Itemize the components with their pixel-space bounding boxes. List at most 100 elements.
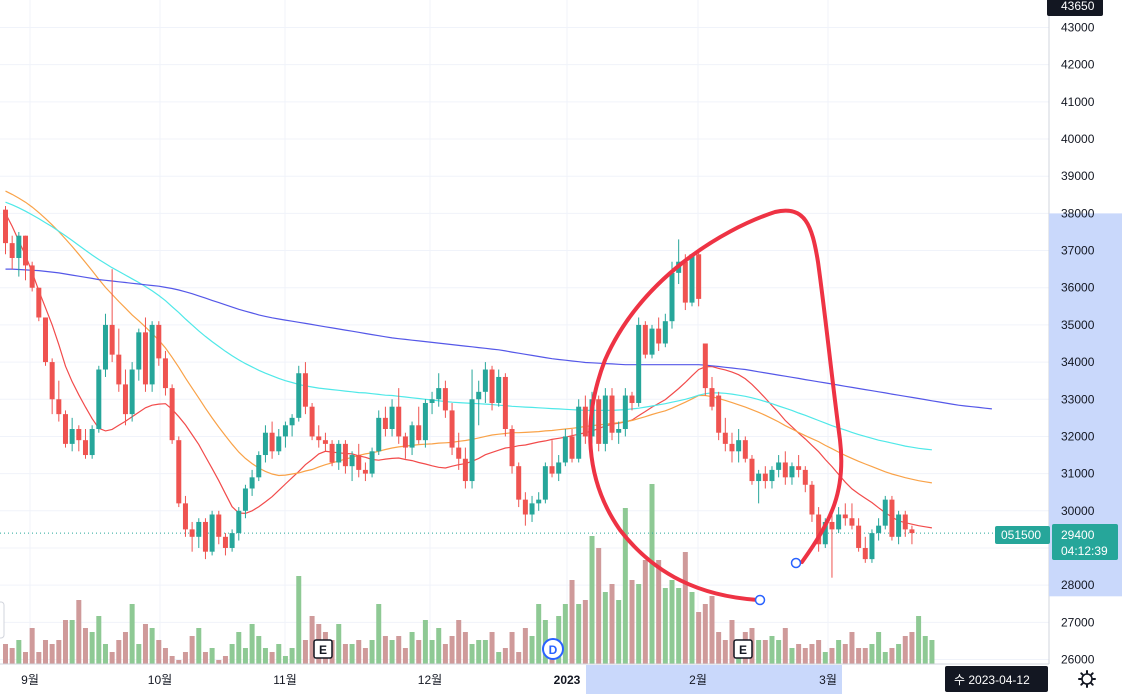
candle-body: [529, 503, 535, 515]
volume-bar: [609, 584, 615, 664]
candle-body: [282, 425, 288, 437]
candle-body: [836, 514, 842, 530]
candle-body: [302, 373, 308, 407]
volume-bar: [102, 644, 108, 664]
volume-bar: [262, 648, 268, 664]
candle-body: [482, 369, 488, 392]
crosshair-date-box: [945, 666, 1048, 692]
crosshair-date-label: 수 2023-04-12: [954, 673, 1030, 687]
candle-body: [636, 324, 642, 403]
candle-body: [436, 388, 442, 400]
volume-bar: [502, 648, 508, 664]
volume-bar: [442, 644, 448, 664]
candle-body: [896, 514, 902, 537]
volume-bar: [376, 604, 382, 664]
candle-body: [222, 536, 228, 548]
earnings-marker[interactable]: [733, 639, 753, 659]
volume-bar: [862, 648, 868, 664]
candle-body: [909, 529, 915, 534]
volume-bar: [396, 636, 402, 664]
candle-body: [602, 395, 608, 444]
volume-bar: [342, 644, 348, 664]
candle-body: [376, 417, 382, 452]
candle-body: [442, 388, 448, 411]
volume-bar: [56, 640, 62, 664]
candle-body: [742, 440, 748, 459]
candle-body: [509, 429, 515, 467]
candle-body: [456, 447, 462, 459]
volume-bar: [809, 644, 815, 664]
drawn-circle-annotation[interactable]: [588, 208, 844, 602]
volume-bar: [589, 536, 595, 664]
volume-bar: [709, 596, 715, 664]
volume-bar: [489, 632, 495, 664]
volume-bar: [682, 552, 688, 664]
candle-body: [3, 209, 8, 244]
left-panel-handle[interactable]: [0, 601, 5, 639]
candle-body: [76, 429, 82, 441]
volume-bar: [902, 636, 908, 664]
volume-bar: [429, 640, 435, 664]
candle-body: [576, 406, 582, 459]
candle-body: [429, 399, 435, 403]
volume-bar: [869, 644, 875, 664]
annotation-anchor-end[interactable]: [790, 557, 802, 569]
candle-body: [409, 425, 415, 448]
volume-bar: [362, 648, 368, 664]
volume-bar: [109, 652, 115, 664]
volume-bar: [422, 620, 428, 664]
earnings-marker[interactable]: [313, 639, 333, 659]
candle-body: [289, 417, 295, 426]
volume-bar: [182, 652, 188, 664]
volume-bar: [629, 580, 635, 664]
price-tick-label: 41000: [1061, 95, 1095, 109]
volume-bar: [189, 636, 195, 664]
volume-bar: [802, 648, 808, 664]
candle-body: [389, 406, 395, 430]
volume-bar: [649, 484, 655, 664]
volume-bar: [836, 640, 842, 664]
dividend-marker-label: D: [549, 643, 558, 657]
volume-bar: [242, 648, 248, 664]
volume-bar: [482, 640, 488, 664]
candle-body: [696, 254, 702, 299]
candle-body: [256, 455, 262, 478]
candle-body: [369, 451, 375, 474]
candle-body: [262, 432, 268, 456]
candle-body: [782, 462, 788, 478]
price-tick-label: 27000: [1061, 615, 1095, 629]
candle-body: [229, 533, 235, 548]
price-tick-label: 37000: [1061, 244, 1095, 258]
volume-bar: [296, 576, 302, 664]
price-tick-label: 40000: [1061, 132, 1095, 146]
price-tick-label: 26000: [1061, 653, 1095, 667]
candle-body: [489, 369, 495, 403]
volume-bar: [929, 640, 935, 664]
volume-bar: [436, 628, 442, 664]
volume-bar: [776, 640, 782, 664]
candle-body: [816, 514, 822, 545]
candle-body: [142, 332, 148, 385]
dividend-marker[interactable]: [542, 638, 564, 660]
time-axis-panel[interactable]: [0, 664, 1122, 694]
candle-body: [682, 261, 688, 303]
volume-bar: [89, 632, 95, 664]
annotation-anchor-start[interactable]: [754, 594, 766, 606]
volume-bar: [402, 648, 408, 664]
candle-body: [596, 399, 602, 444]
volume-bar: [716, 632, 722, 664]
candle-body: [162, 358, 168, 389]
candle-body: [849, 518, 855, 526]
candle-body: [609, 395, 615, 433]
price-tick-label: 38000: [1061, 206, 1095, 220]
candle-body: [249, 477, 255, 489]
volume-bar: [909, 632, 915, 664]
volume-bar: [162, 648, 168, 664]
settings-gear-icon[interactable]: [1078, 670, 1096, 688]
price-tick-label: 39000: [1061, 169, 1095, 183]
earnings-marker-label: E: [739, 643, 747, 657]
candle-body: [656, 328, 662, 344]
candlesticks: [3, 205, 915, 578]
volume-bar: [76, 600, 82, 664]
